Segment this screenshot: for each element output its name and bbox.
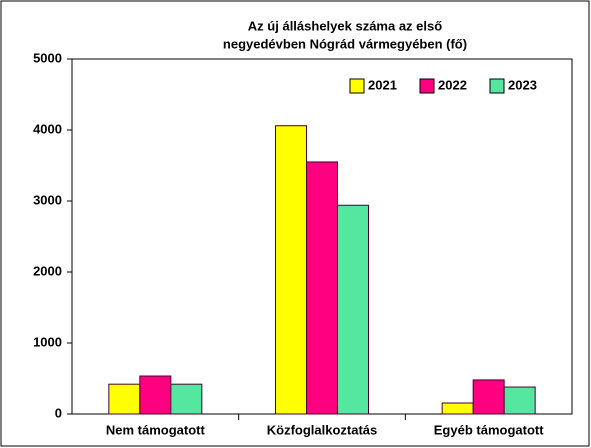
chart-title: negyedévben Nógrád vármegyében (fő) bbox=[223, 36, 467, 51]
chart-title: Az új álláshelyek száma az első bbox=[248, 18, 442, 33]
bar bbox=[306, 161, 338, 415]
bar bbox=[337, 204, 369, 415]
legend-swatch bbox=[419, 78, 435, 94]
legend-swatch bbox=[349, 78, 365, 94]
y-tick-label: 1000 bbox=[33, 334, 62, 349]
x-tick-label: Nem támogatott bbox=[106, 422, 206, 437]
y-tick-label: 2000 bbox=[33, 263, 62, 278]
legend-swatch bbox=[489, 78, 505, 94]
bar bbox=[139, 375, 172, 415]
bar bbox=[275, 125, 307, 415]
bar bbox=[441, 402, 474, 415]
bar bbox=[472, 379, 505, 415]
x-tick-label: Egyéb támogatott bbox=[434, 422, 544, 437]
y-tick-label: 0 bbox=[55, 405, 62, 420]
legend-label: 2023 bbox=[508, 77, 537, 92]
legend-label: 2021 bbox=[368, 77, 397, 92]
bar bbox=[503, 386, 536, 415]
legend-label: 2022 bbox=[438, 77, 467, 92]
y-tick-label: 4000 bbox=[33, 121, 62, 136]
bar bbox=[170, 383, 203, 415]
y-tick-label: 3000 bbox=[33, 192, 62, 207]
bar bbox=[108, 383, 141, 415]
y-tick-label: 5000 bbox=[33, 50, 62, 65]
x-tick-label: Közfoglalkoztatás bbox=[267, 422, 378, 437]
